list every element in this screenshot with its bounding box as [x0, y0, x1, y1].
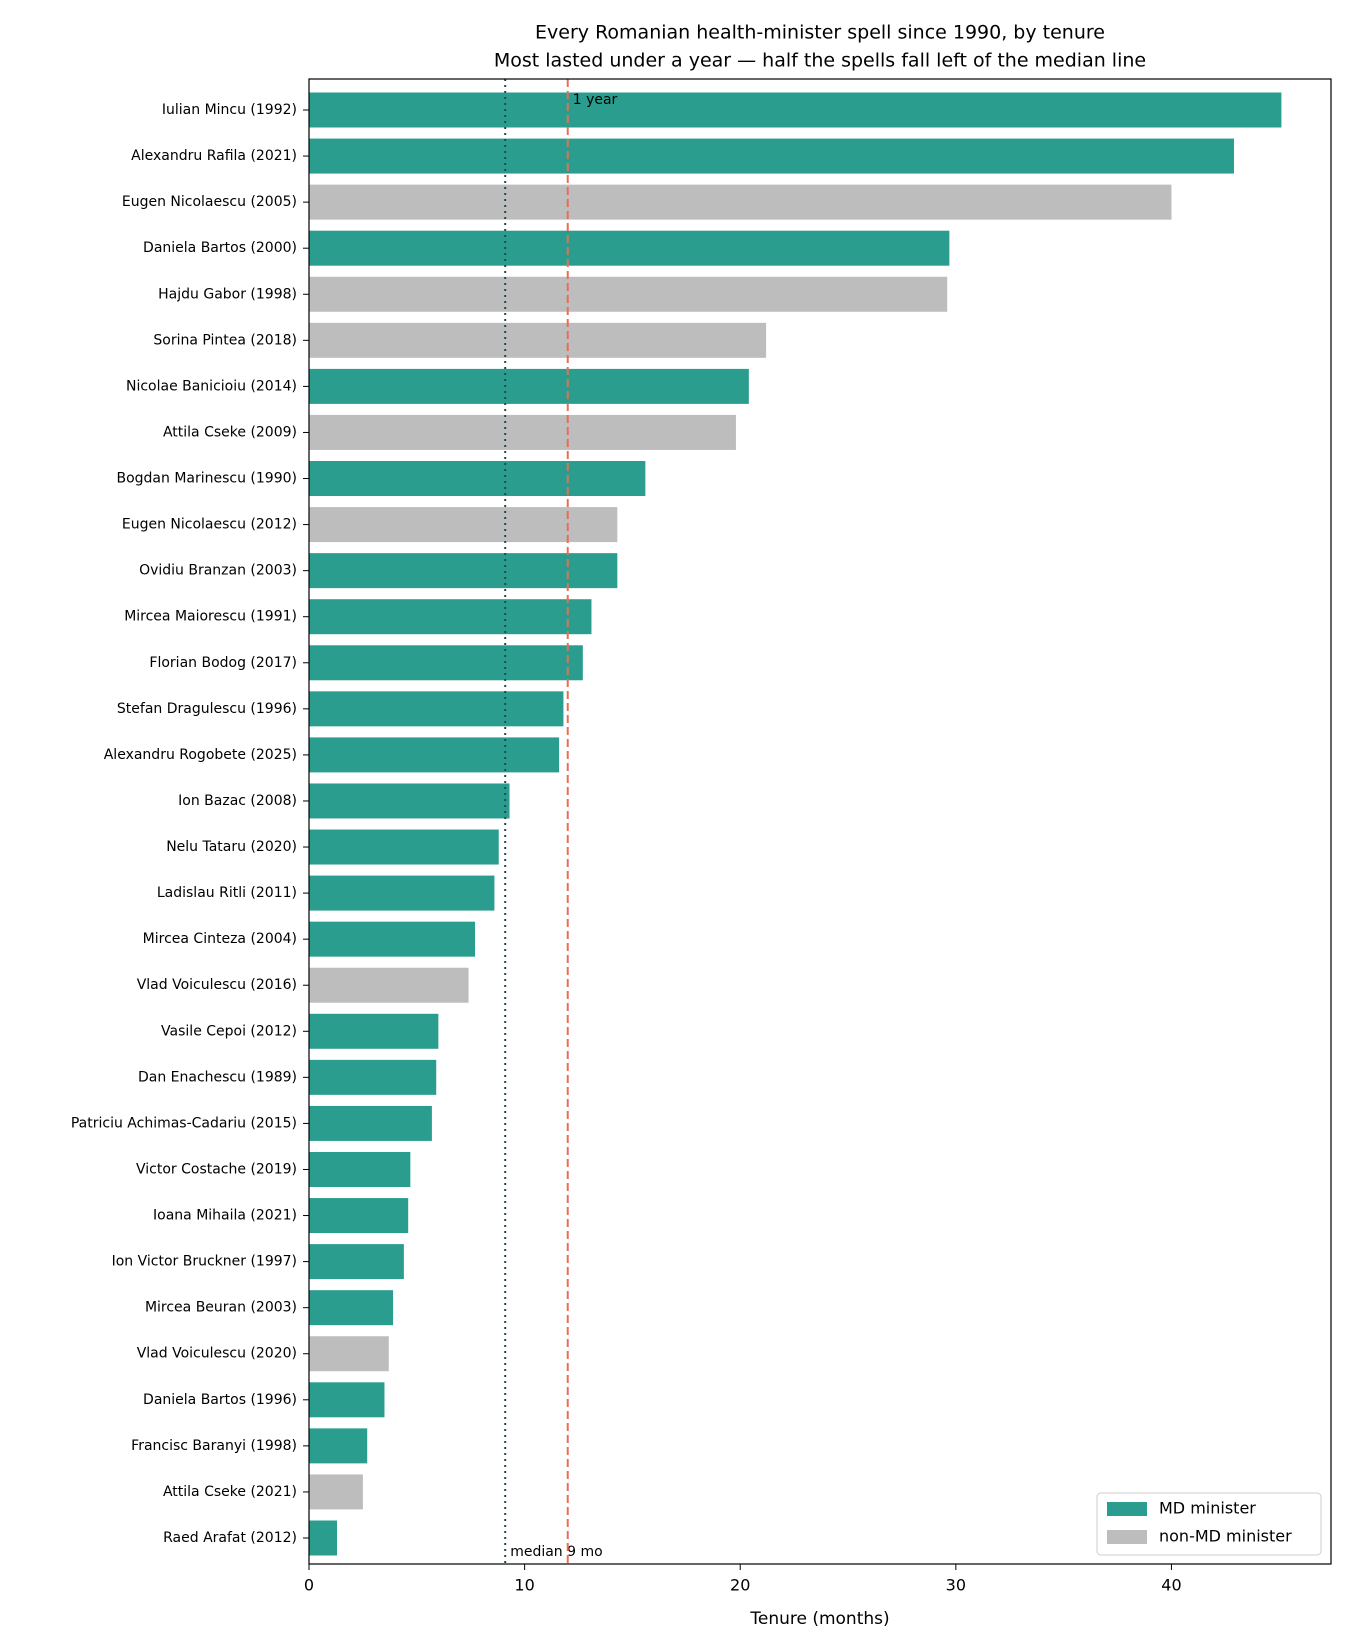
- y-tick-label: Iulian Mincu (1992): [162, 102, 297, 118]
- axes-frame: [308, 78, 1332, 1565]
- bar: [309, 875, 495, 911]
- bar: [309, 1151, 411, 1187]
- bar: [309, 829, 499, 865]
- bar: [309, 1474, 363, 1510]
- y-tick-label: Nelu Tataru (2020): [166, 839, 297, 855]
- y-tick-label: Eugen Nicolaescu (2005): [122, 194, 297, 210]
- y-tick-label: Daniela Bartos (1996): [143, 1392, 297, 1408]
- bar: [309, 414, 736, 450]
- bar: [309, 599, 592, 635]
- bar: [309, 461, 646, 497]
- bar: [309, 1059, 437, 1095]
- y-tick-label: Daniela Bartos (2000): [143, 240, 297, 256]
- bar: [309, 230, 950, 266]
- y-tick-label: Mircea Cinteza (2004): [143, 931, 297, 947]
- bar: [309, 1382, 385, 1418]
- legend-label: non-MD minister: [1159, 1527, 1292, 1546]
- y-tick-label: Ion Victor Bruckner (1997): [112, 1254, 297, 1270]
- y-tick-label: Vlad Voiculescu (2016): [137, 977, 297, 993]
- bar: [309, 553, 618, 589]
- bar: [309, 1428, 368, 1464]
- x-axis-label: Tenure (months): [749, 1609, 889, 1629]
- y-tick-label: Dan Enachescu (1989): [138, 1069, 297, 1085]
- reference-label: median 9 mo: [510, 1544, 603, 1560]
- x-tick-label: 40: [1161, 1576, 1181, 1595]
- y-tick-label: Patriciu Achimas-Cadariu (2015): [71, 1115, 297, 1131]
- bar: [309, 967, 469, 1003]
- bar: [309, 184, 1172, 220]
- bar: [309, 507, 618, 543]
- legend-box: [1096, 1492, 1322, 1556]
- bar: [309, 368, 749, 404]
- y-tick-label: Hajdu Gabor (1998): [158, 286, 297, 302]
- bar: [309, 276, 948, 312]
- y-tick-label: Vasile Cepoi (2012): [161, 1023, 297, 1039]
- y-tick-label: Attila Cseke (2009): [163, 424, 297, 440]
- x-tick-label: 10: [514, 1576, 534, 1595]
- y-tick-label: Bogdan Marinescu (1990): [116, 471, 297, 487]
- reference-label: 1 year: [573, 92, 618, 108]
- y-tick-label: Ovidiu Branzan (2003): [139, 563, 297, 579]
- y-tick-label: Sorina Pintea (2018): [153, 332, 297, 348]
- bar: [309, 1105, 432, 1141]
- legend-label: MD minister: [1159, 1499, 1256, 1518]
- y-tick-label: Eugen Nicolaescu (2012): [122, 517, 297, 533]
- bar: [309, 1198, 409, 1234]
- chart-title: Every Romanian health-minister spell sin…: [535, 22, 1105, 44]
- bar: [309, 138, 1234, 174]
- y-tick-label: Nicolae Banicioiu (2014): [126, 378, 297, 394]
- x-tick-label: 20: [730, 1576, 750, 1595]
- y-tick-label: Florian Bodog (2017): [149, 655, 297, 671]
- bar: [309, 1290, 394, 1326]
- y-tick-label: Stefan Dragulescu (1996): [117, 701, 297, 717]
- y-tick-label: Victor Costache (2019): [136, 1161, 297, 1177]
- bar: [309, 92, 1282, 128]
- bar: [309, 1520, 338, 1556]
- bar: [309, 921, 476, 957]
- y-tick-label: Attila Cseke (2021): [163, 1484, 297, 1500]
- y-tick-label: Ioana Mihaila (2021): [153, 1208, 297, 1224]
- legend-swatch: [1107, 1530, 1147, 1544]
- x-tick-label: 30: [946, 1576, 966, 1595]
- y-tick-label: Alexandru Rafila (2021): [131, 148, 297, 164]
- bar: [309, 1336, 389, 1372]
- y-tick-label: Mircea Maiorescu (1991): [124, 609, 297, 625]
- bar: [309, 322, 767, 358]
- bar: [309, 1013, 439, 1049]
- y-tick-label: Francisc Baranyi (1998): [131, 1438, 297, 1454]
- y-tick-label: Raed Arafat (2012): [163, 1530, 297, 1546]
- bar: [309, 1244, 404, 1280]
- chart-subtitle: Most lasted under a year — half the spel…: [494, 50, 1146, 72]
- y-tick-label: Vlad Voiculescu (2020): [137, 1346, 297, 1362]
- bar: [309, 737, 560, 773]
- bar: [309, 645, 583, 681]
- y-tick-label: Alexandru Rogobete (2025): [104, 747, 297, 763]
- x-tick-label: 0: [304, 1576, 314, 1595]
- y-tick-label: Mircea Beuran (2003): [145, 1300, 297, 1316]
- bar: [309, 691, 564, 727]
- bar: [309, 783, 510, 819]
- y-tick-label: Ion Bazac (2008): [178, 793, 297, 809]
- legend-swatch: [1107, 1502, 1147, 1516]
- y-tick-label: Ladislau Ritli (2011): [157, 885, 297, 901]
